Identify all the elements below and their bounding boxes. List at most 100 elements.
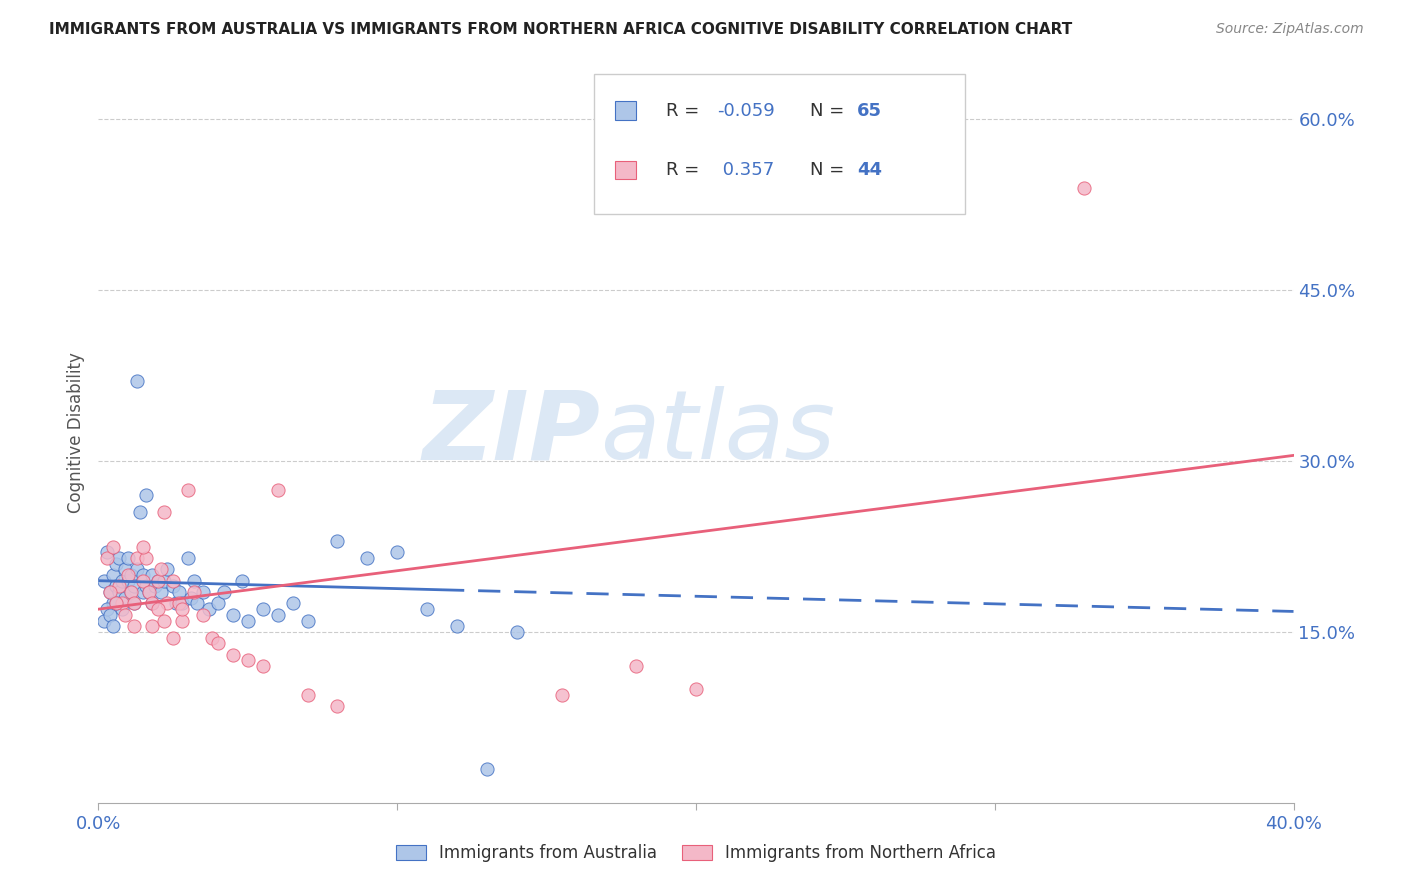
Point	[96, 550, 118, 565]
Point	[191, 607, 214, 622]
Text: N =: N =	[810, 161, 849, 178]
Point	[385, 545, 409, 559]
Point	[177, 550, 200, 565]
Point	[156, 597, 179, 611]
Point	[236, 614, 259, 628]
Point	[356, 550, 378, 565]
Point	[132, 540, 155, 554]
Point	[124, 579, 146, 593]
Point	[685, 681, 707, 696]
Point	[183, 585, 205, 599]
Point	[267, 607, 290, 622]
Point	[506, 624, 529, 639]
Point	[124, 597, 146, 611]
Point	[127, 562, 149, 576]
Point	[108, 550, 131, 565]
Point	[180, 591, 202, 605]
Point	[150, 562, 173, 576]
Point	[111, 574, 134, 588]
Point	[222, 648, 245, 662]
Point	[141, 597, 163, 611]
Point	[416, 602, 439, 616]
Bar	[614, 161, 636, 179]
Point	[148, 574, 170, 588]
Text: ZIP: ZIP	[422, 386, 600, 479]
Point	[111, 597, 134, 611]
Point	[236, 653, 259, 667]
Text: IMMIGRANTS FROM AUSTRALIA VS IMMIGRANTS FROM NORTHERN AFRICA COGNITIVE DISABILIT: IMMIGRANTS FROM AUSTRALIA VS IMMIGRANTS …	[49, 22, 1073, 37]
Text: Source: ZipAtlas.com: Source: ZipAtlas.com	[1216, 22, 1364, 37]
Point	[141, 597, 163, 611]
Point	[162, 574, 184, 588]
Point	[135, 579, 157, 593]
Point	[117, 574, 139, 588]
Point	[98, 585, 122, 599]
Point	[105, 557, 128, 571]
Y-axis label: Cognitive Disability: Cognitive Disability	[66, 352, 84, 513]
Point	[98, 607, 122, 622]
Point	[103, 540, 125, 554]
Point	[252, 659, 274, 673]
Point	[222, 607, 245, 622]
Point	[114, 591, 136, 605]
Text: 0.357: 0.357	[717, 161, 775, 178]
Point	[103, 619, 125, 633]
Bar	[614, 102, 636, 120]
Point	[96, 545, 118, 559]
Point	[326, 698, 349, 713]
Text: R =: R =	[666, 102, 704, 120]
Point	[186, 597, 208, 611]
Point	[297, 614, 319, 628]
Point	[1073, 180, 1095, 194]
Point	[198, 602, 221, 616]
Point	[172, 602, 194, 616]
Point	[93, 614, 115, 628]
Point	[172, 597, 194, 611]
Point	[165, 597, 187, 611]
Point	[120, 585, 142, 599]
Point	[326, 533, 349, 548]
Point	[153, 614, 176, 628]
Point	[132, 585, 155, 599]
Point	[267, 483, 290, 497]
Point	[135, 550, 157, 565]
Point	[212, 585, 235, 599]
Point	[132, 568, 155, 582]
Point	[153, 505, 176, 519]
Point	[103, 597, 125, 611]
Point	[103, 568, 125, 582]
Point	[120, 568, 142, 582]
Point	[108, 579, 131, 593]
Point	[124, 619, 146, 633]
Point	[297, 688, 319, 702]
Point	[98, 585, 122, 599]
Point	[117, 550, 139, 565]
Point	[96, 602, 118, 616]
Point	[177, 483, 200, 497]
Point	[153, 574, 176, 588]
Point	[105, 579, 128, 593]
Point	[148, 602, 170, 616]
Text: 44: 44	[858, 161, 883, 178]
Point	[281, 597, 304, 611]
Point	[167, 597, 190, 611]
Text: R =: R =	[666, 161, 704, 178]
FancyBboxPatch shape	[595, 73, 965, 214]
Point	[150, 585, 173, 599]
Text: atlas: atlas	[600, 386, 835, 479]
Legend: Immigrants from Australia, Immigrants from Northern Africa: Immigrants from Australia, Immigrants fr…	[389, 838, 1002, 869]
Point	[138, 585, 160, 599]
Point	[207, 636, 229, 650]
Point	[132, 574, 155, 588]
Point	[141, 568, 163, 582]
Point	[105, 597, 128, 611]
Point	[183, 574, 205, 588]
Point	[231, 574, 253, 588]
Point	[135, 488, 157, 502]
Point	[108, 585, 131, 599]
Point	[446, 619, 468, 633]
Point	[201, 631, 224, 645]
Text: -0.059: -0.059	[717, 102, 775, 120]
Text: N =: N =	[810, 102, 849, 120]
Point	[252, 602, 274, 616]
